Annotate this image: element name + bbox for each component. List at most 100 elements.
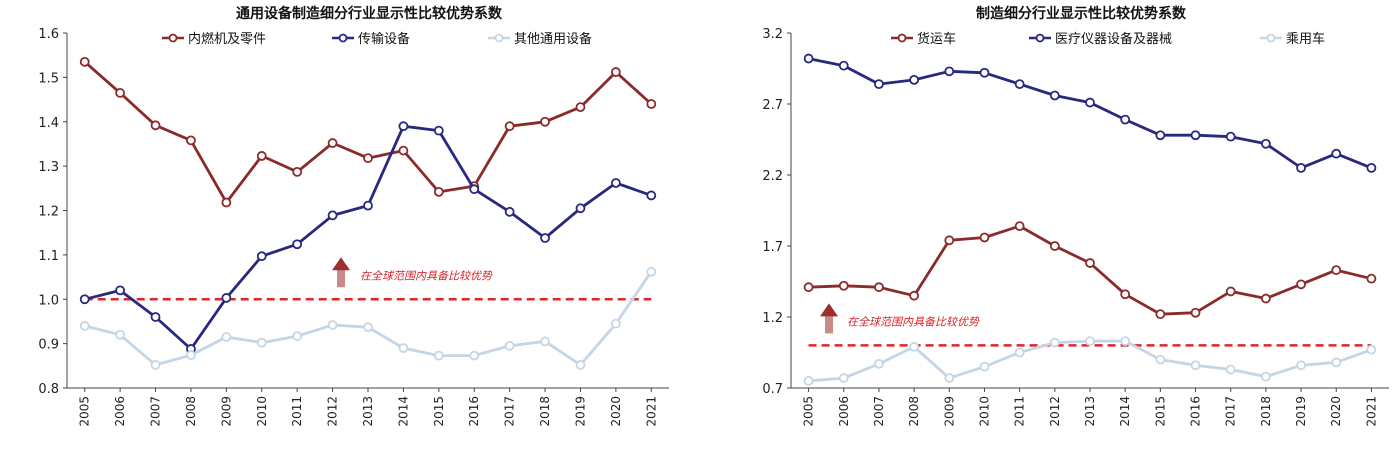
x-tick-label: 2019 bbox=[1294, 396, 1308, 427]
x-tick-label: 2007 bbox=[872, 396, 886, 427]
legend-label: 乘用车 bbox=[1286, 31, 1325, 47]
data-point bbox=[540, 233, 550, 243]
data-point bbox=[1155, 130, 1166, 141]
data-point bbox=[1225, 131, 1236, 142]
legend-item: 内燃机及零件 bbox=[162, 31, 266, 47]
data-point bbox=[803, 282, 814, 293]
data-point bbox=[540, 116, 550, 127]
y-tick-label: 0.8 bbox=[38, 382, 59, 397]
arrow-head bbox=[820, 303, 838, 317]
legend-label: 其他通用设备 bbox=[514, 31, 592, 47]
y-tick-label: 1.5 bbox=[38, 71, 59, 86]
x-tick-label: 2006 bbox=[113, 396, 127, 427]
data-point bbox=[363, 322, 373, 333]
data-point bbox=[79, 56, 90, 67]
x-tick-label: 2013 bbox=[1083, 396, 1097, 427]
data-point bbox=[1155, 309, 1166, 320]
data-point bbox=[838, 373, 849, 383]
data-point bbox=[292, 239, 303, 250]
x-tick-label: 2017 bbox=[1224, 396, 1238, 427]
data-point bbox=[1190, 360, 1201, 371]
data-point bbox=[469, 184, 480, 195]
data-point bbox=[1366, 162, 1377, 173]
series-line bbox=[84, 270, 653, 367]
data-point bbox=[256, 337, 267, 348]
x-tick-label: 2005 bbox=[802, 396, 816, 427]
data-point bbox=[363, 200, 373, 211]
y-tick-label: 1.2 bbox=[38, 205, 59, 220]
x-tick-label: 2006 bbox=[837, 396, 851, 427]
data-point bbox=[1049, 241, 1060, 251]
data-point bbox=[646, 266, 657, 277]
data-point bbox=[256, 151, 267, 161]
data-point bbox=[1190, 130, 1201, 141]
data-point bbox=[398, 121, 409, 132]
y-tick-label: 1.6 bbox=[38, 27, 59, 42]
legend-label: 货运车 bbox=[917, 31, 956, 47]
data-point bbox=[979, 67, 990, 78]
data-point bbox=[327, 210, 338, 221]
legend-item: 其他通用设备 bbox=[488, 31, 592, 47]
data-point bbox=[610, 178, 621, 188]
data-point bbox=[221, 293, 232, 303]
data-point bbox=[874, 282, 884, 293]
data-point bbox=[504, 121, 515, 132]
legend-label: 内燃机及零件 bbox=[188, 31, 266, 47]
data-point bbox=[909, 290, 920, 301]
data-point bbox=[1085, 258, 1095, 268]
x-tick-label: 2018 bbox=[538, 396, 552, 427]
data-point bbox=[1014, 79, 1025, 90]
data-point bbox=[540, 336, 550, 347]
series-line bbox=[808, 339, 1372, 383]
x-tick-label: 2007 bbox=[149, 396, 163, 427]
x-tick-label: 2018 bbox=[1259, 396, 1273, 427]
y-tick-label: 0.7 bbox=[762, 382, 783, 397]
data-point bbox=[433, 350, 444, 361]
chart-title: 制造细分行业显示性比较优势系数 bbox=[976, 5, 1187, 22]
data-point bbox=[1296, 360, 1306, 371]
data-point bbox=[433, 125, 444, 136]
x-tick-label: 2021 bbox=[644, 396, 658, 427]
legend-swatch-marker bbox=[338, 33, 348, 43]
annotation-arrow bbox=[332, 257, 350, 288]
data-point bbox=[1120, 336, 1131, 347]
data-point bbox=[398, 145, 409, 156]
y-tick-label: 1.2 bbox=[762, 311, 783, 326]
data-point bbox=[221, 332, 232, 342]
data-point bbox=[186, 350, 196, 361]
data-point bbox=[469, 350, 480, 361]
data-point bbox=[1049, 90, 1060, 101]
y-tick-label: 0.9 bbox=[38, 338, 59, 353]
x-tick-label: 2015 bbox=[432, 396, 446, 427]
x-tick-label: 2020 bbox=[1329, 396, 1343, 427]
data-point bbox=[1260, 138, 1271, 149]
x-tick-label: 2005 bbox=[78, 396, 92, 427]
data-point bbox=[646, 99, 657, 109]
legend-swatch-marker bbox=[1266, 33, 1276, 43]
data-point bbox=[398, 343, 409, 353]
y-tick-label: 1.0 bbox=[38, 293, 59, 308]
data-point bbox=[433, 186, 444, 197]
y-tick-label: 2.2 bbox=[762, 169, 783, 184]
x-tick-label: 2016 bbox=[1189, 396, 1203, 427]
legend-item: 医疗仪器设备及器械 bbox=[1029, 31, 1172, 47]
data-point bbox=[1366, 273, 1377, 284]
data-point bbox=[979, 361, 990, 372]
legend-item: 货运车 bbox=[891, 31, 956, 47]
x-tick-label: 2008 bbox=[907, 396, 921, 427]
data-point bbox=[292, 166, 303, 177]
x-tick-label: 2013 bbox=[361, 396, 375, 427]
y-tick-label: 1.1 bbox=[38, 249, 59, 264]
data-point bbox=[838, 60, 849, 71]
x-tick-label: 2016 bbox=[467, 396, 481, 427]
legend-item: 传输设备 bbox=[332, 31, 410, 47]
data-point bbox=[979, 232, 990, 243]
data-point bbox=[79, 320, 90, 331]
x-tick-label: 2010 bbox=[977, 396, 991, 427]
x-tick-label: 2010 bbox=[255, 396, 269, 427]
series-line bbox=[808, 224, 1372, 316]
y-tick-label: 2.7 bbox=[762, 98, 783, 113]
data-point bbox=[363, 153, 373, 164]
x-tick-label: 2012 bbox=[1048, 396, 1062, 427]
data-point bbox=[150, 312, 161, 322]
